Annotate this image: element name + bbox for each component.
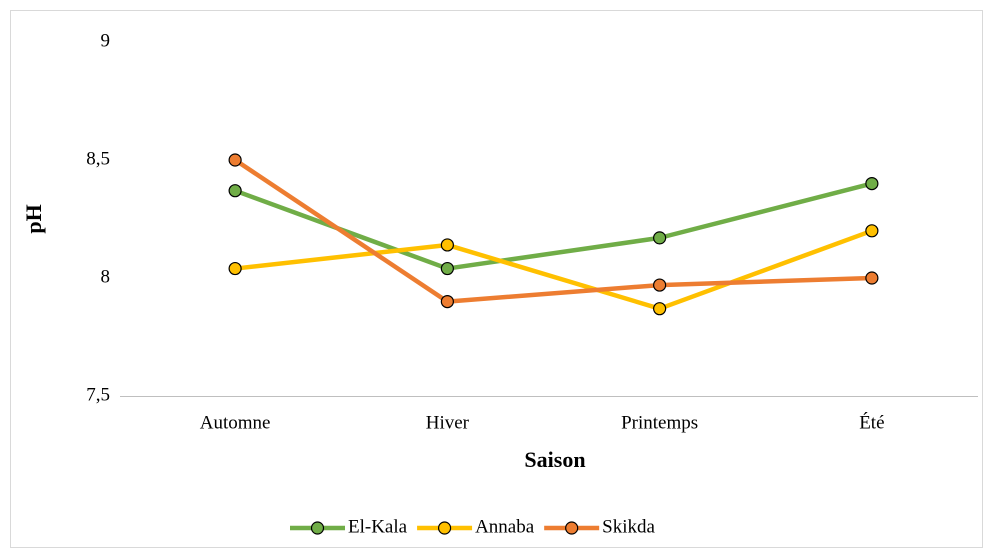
y-tick-label: 9 [101,30,111,51]
point-marker [653,302,667,316]
point-marker [653,278,667,292]
point-marker [865,177,879,191]
x-axis-title: Saison [524,447,585,472]
legend-marker [437,521,452,535]
point-marker [228,261,242,276]
y-tick-label: 8,5 [86,148,110,169]
legend-marker [310,521,325,535]
y-axis-title: pH [21,204,46,233]
point-marker [440,295,454,309]
point-marker [865,271,879,285]
point-marker [653,231,667,245]
legend-label: Annaba [475,516,535,537]
series-line [234,228,873,311]
point-marker [228,153,242,167]
series-line [233,158,872,304]
x-tick-label: Printemps [621,412,698,433]
legend-label: Skikda [602,516,655,537]
point-marker [228,184,242,198]
point-marker [440,261,454,276]
x-tick-label: Hiver [426,412,470,433]
legend-marker [565,521,579,535]
y-tick-label: 8 [101,266,111,287]
point-marker [865,224,879,238]
point-marker [440,238,454,252]
legend-label: El-Kala [348,516,408,537]
y-tick-label: 7,5 [86,384,110,405]
x-tick-label: Automne [200,412,271,433]
x-tick-label: Été [859,411,884,433]
